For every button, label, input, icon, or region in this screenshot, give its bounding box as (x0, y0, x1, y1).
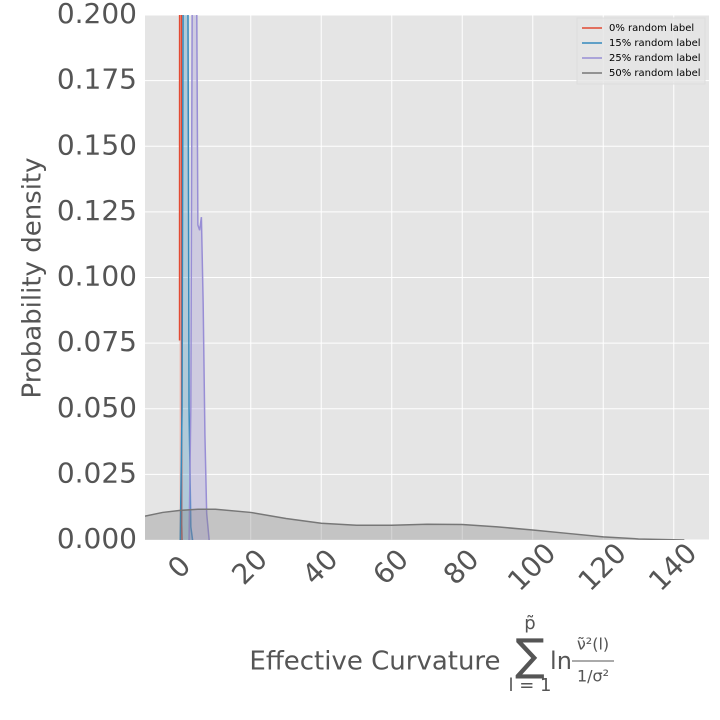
y-tick-label: 0.025 (57, 456, 137, 489)
y-tick-label: 0.100 (57, 260, 137, 293)
legend-label: 50% random label (609, 68, 701, 79)
x-tick-label: 100 (501, 536, 562, 597)
x-label-denominator: 1/σ² (577, 667, 609, 686)
y-tick-label: 0.200 (57, 0, 137, 30)
y-tick-label: 0.075 (57, 325, 137, 358)
y-tick-label: 0.175 (57, 63, 137, 96)
legend-label: 0% random label (609, 23, 694, 34)
x-label-lower: l = 1 (509, 675, 552, 696)
x-tick-label: 120 (572, 536, 633, 597)
x-label-numerator: ν̃²(l) (577, 635, 609, 654)
line (188, 15, 210, 540)
legend-label: 15% random label (609, 38, 701, 49)
legend-label: 25% random label (609, 53, 701, 64)
x-tick-label: 80 (437, 543, 486, 592)
x-label-sum: ∑ (515, 630, 545, 681)
y-tick-label: 0.150 (57, 128, 137, 161)
y-axis-label: Probability density (18, 157, 48, 398)
x-tick-label: 140 (642, 536, 703, 597)
y-tick-label: 0.125 (57, 194, 137, 227)
x-tick-label: 60 (366, 543, 415, 592)
x-tick-label: 20 (225, 543, 274, 592)
y-tick-label: 0.050 (57, 391, 137, 424)
y-tick-label: 0.000 (57, 522, 137, 555)
x-tick-label: 40 (296, 543, 345, 592)
line (179, 15, 194, 540)
x-axis-label: Effective Curvature (249, 647, 500, 677)
line (178, 15, 183, 540)
line (145, 508, 685, 540)
x-tick-label: 0 (161, 549, 197, 585)
x-label-ln: ln (550, 647, 572, 675)
x-label-upper: p̃ (524, 613, 535, 634)
